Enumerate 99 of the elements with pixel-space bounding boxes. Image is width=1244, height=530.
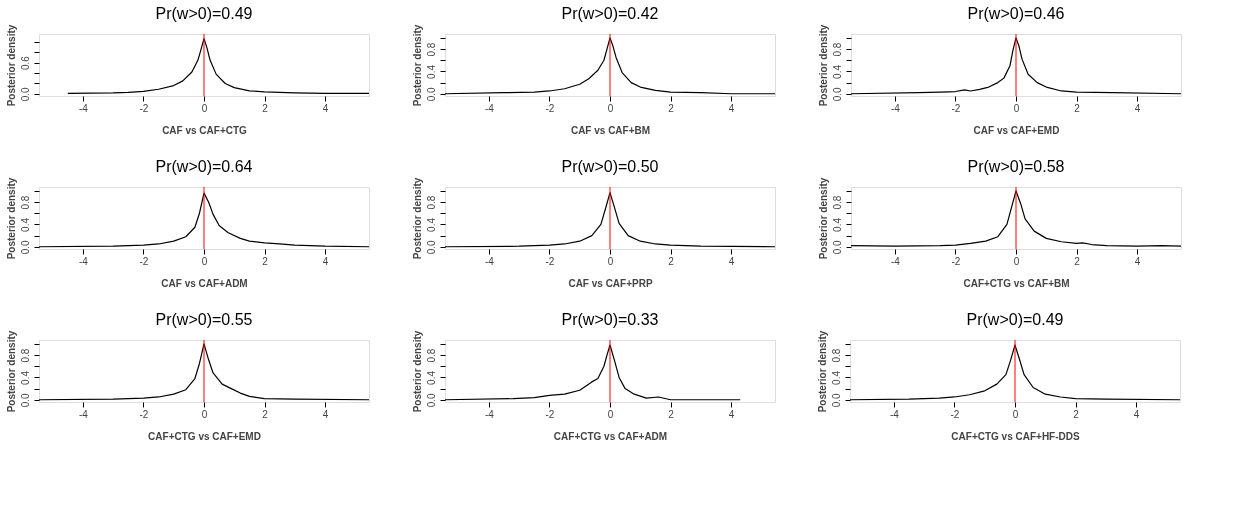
y-axis-title: Posterior density: [5, 177, 17, 260]
chart-title: Pr(w>0)=0.55: [155, 311, 253, 329]
x-tick-label: -4: [78, 102, 89, 114]
x-tick-label: 2: [668, 255, 675, 267]
chart-title: Pr(w>0)=0.58: [967, 158, 1065, 176]
x-tick-label: 0: [1012, 408, 1019, 420]
y-tick-label: 0.0: [425, 392, 437, 408]
x-tick-label: -2: [545, 408, 555, 420]
x-tick-label: 4: [322, 102, 329, 114]
chart-title: Pr(w>0)=0.33: [561, 311, 659, 329]
y-tick-label: 0.6: [19, 55, 31, 71]
y-axis-title: Posterior density: [5, 24, 17, 107]
x-tick-label: 4: [1134, 255, 1141, 267]
y-axis-title: Posterior density: [817, 24, 829, 107]
x-tick-label: 0: [201, 102, 208, 114]
x-tick-label: -4: [890, 255, 901, 267]
x-tick-label: -2: [545, 255, 555, 267]
chart-title: Pr(w>0)=0.64: [155, 158, 253, 176]
y-tick-label: 0.8: [831, 42, 843, 57]
y-tick-label: 0.4: [831, 64, 843, 79]
x-tick-label: -2: [139, 255, 149, 267]
x-tick-label: 4: [728, 255, 735, 267]
x-tick-label: 2: [262, 255, 269, 267]
x-tick-label: 2: [1074, 255, 1081, 267]
x-axis-title: CAF vs CAF+BM: [570, 124, 651, 136]
y-tick-label: 0.4: [425, 217, 437, 232]
chart-title: Pr(w>0)=0.42: [561, 5, 659, 23]
y-tick-label: 0.8: [830, 348, 842, 363]
y-tick-label: 0.0: [19, 392, 31, 408]
x-axis-title: CAF vs CAF+ADM: [161, 277, 248, 289]
x-tick-label: 0: [201, 255, 208, 267]
x-tick-label: 4: [322, 255, 329, 267]
x-tick-label: 4: [1134, 102, 1141, 114]
x-axis-title: CAF+CTG vs CAF+ADM: [553, 430, 668, 442]
x-axis-title: CAF vs CAF+EMD: [973, 124, 1060, 136]
x-tick-label: 0: [607, 408, 614, 420]
x-tick-label: -2: [951, 102, 961, 114]
y-axis-title: Posterior density: [817, 177, 829, 260]
y-axis-title: Posterior density: [411, 177, 423, 260]
x-tick-label: -4: [78, 255, 89, 267]
x-tick-label: 0: [1013, 255, 1020, 267]
y-tick-label: 0.0: [19, 239, 31, 255]
x-tick-label: 2: [1074, 102, 1081, 114]
x-tick-label: 4: [1133, 408, 1140, 420]
x-tick-label: -4: [78, 408, 89, 420]
y-tick-label: 0.8: [425, 42, 437, 57]
y-tick-label: 0.0: [425, 86, 437, 102]
x-tick-label: 2: [668, 408, 675, 420]
y-tick-label: 0.4: [830, 370, 842, 385]
line-series: [67, 38, 370, 94]
chart-title: Pr(w>0)=0.46: [967, 5, 1065, 23]
x-axis-title: CAF vs CAF+PRP: [568, 277, 653, 289]
x-tick-label: -2: [951, 255, 961, 267]
y-tick-label: 0.0: [830, 392, 842, 408]
x-tick-label: 0: [607, 255, 614, 267]
y-tick-label: 0.4: [19, 217, 31, 232]
chart-title: Pr(w>0)=0.50: [561, 158, 659, 176]
y-tick-label: 0.8: [19, 348, 31, 363]
y-tick-label: 0.4: [831, 217, 843, 232]
x-tick-label: 2: [668, 102, 675, 114]
x-axis-title: CAF+CTG vs CAF+BM: [963, 277, 1070, 289]
y-axis-title: Posterior density: [411, 24, 423, 107]
y-axis-title: Posterior density: [5, 330, 17, 413]
x-tick-label: -4: [484, 255, 495, 267]
x-tick-label: -4: [484, 408, 495, 420]
x-tick-label: 2: [262, 102, 269, 114]
x-tick-label: 4: [728, 102, 735, 114]
x-tick-label: -4: [889, 408, 900, 420]
x-tick-label: -2: [139, 408, 149, 420]
y-tick-label: 0.0: [425, 239, 437, 255]
y-axis-title: Posterior density: [816, 330, 828, 413]
x-tick-label: -2: [139, 102, 149, 114]
x-tick-label: -4: [484, 102, 495, 114]
y-tick-label: 0.0: [831, 86, 843, 102]
y-tick-label: 0.8: [425, 348, 437, 363]
x-axis-title: CAF+CTG vs CAF+HF-DDS: [951, 430, 1080, 442]
x-tick-label: 0: [1013, 102, 1020, 114]
y-tick-label: 0.8: [831, 195, 843, 210]
x-axis-title: CAF vs CAF+CTG: [162, 124, 248, 136]
y-tick-label: 0.8: [425, 195, 437, 210]
x-tick-label: 4: [728, 408, 735, 420]
y-tick-label: 0.4: [425, 370, 437, 385]
x-tick-label: -4: [890, 102, 901, 114]
x-tick-label: -2: [950, 408, 960, 420]
y-tick-label: 0.4: [19, 370, 31, 385]
y-tick-label: 0.0: [19, 87, 31, 102]
x-tick-label: 0: [607, 102, 614, 114]
x-tick-label: 2: [262, 408, 269, 420]
chart-title: Pr(w>0)=0.49: [966, 311, 1064, 329]
x-tick-label: -2: [545, 102, 555, 114]
chart-title: Pr(w>0)=0.49: [155, 5, 253, 23]
y-tick-label: 0.8: [19, 195, 31, 210]
x-axis-title: CAF+CTG vs CAF+EMD: [148, 430, 261, 442]
x-tick-label: 0: [201, 408, 208, 420]
y-axis-title: Posterior density: [411, 330, 423, 413]
y-tick-label: 0.0: [831, 239, 843, 255]
y-tick-label: 0.4: [425, 64, 437, 79]
x-tick-label: 2: [1073, 408, 1080, 420]
x-tick-label: 4: [322, 408, 329, 420]
